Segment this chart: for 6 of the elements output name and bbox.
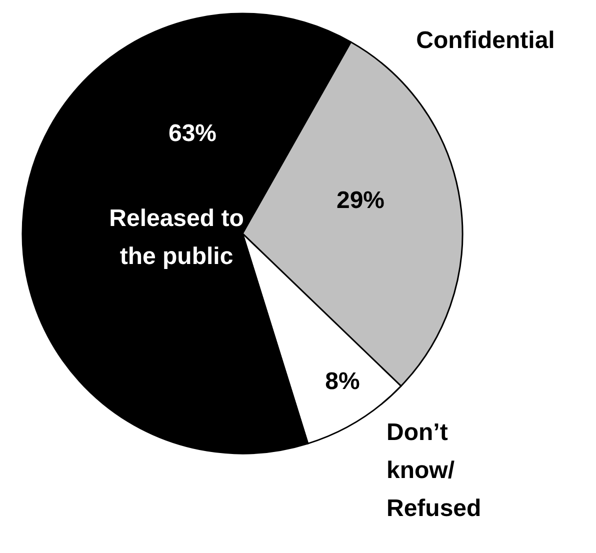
slice-label: Don’t know/Refused bbox=[386, 419, 482, 522]
data-label: 63% bbox=[168, 120, 217, 147]
slice-label: Released to the public bbox=[109, 205, 244, 270]
data-label: 29% bbox=[336, 187, 385, 214]
data-label: 8% bbox=[325, 368, 360, 395]
slice-label: Confidential bbox=[416, 27, 555, 54]
